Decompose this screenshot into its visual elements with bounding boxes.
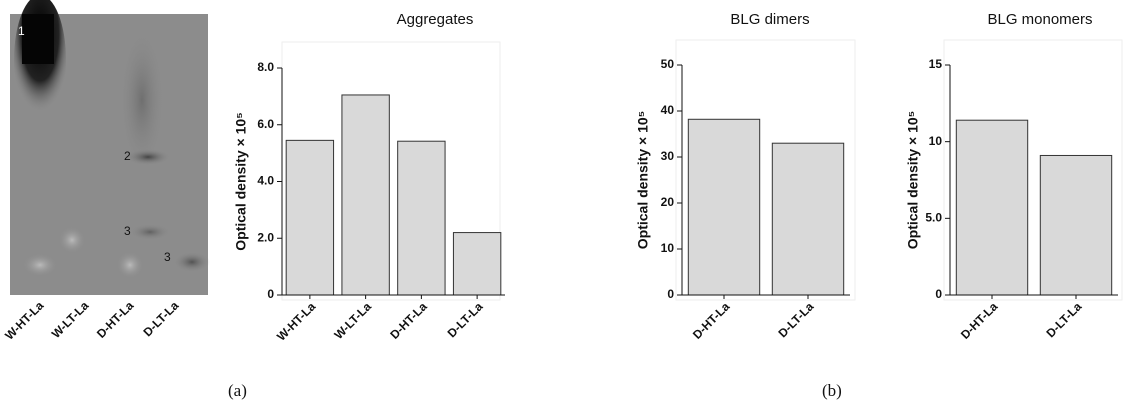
x-tick-label: D-HT-La (690, 299, 733, 342)
lane-label: W-HT-La (2, 298, 46, 342)
y-tick-label: 0 (267, 287, 274, 301)
band-label: 3 (164, 250, 171, 264)
band-label: 3 (124, 224, 131, 238)
bar (956, 120, 1027, 295)
y-tick-label: 50 (661, 57, 675, 71)
panel-label: (b) (822, 381, 842, 400)
x-tick-label: W-HT-La (274, 299, 318, 343)
y-tick-label: 15 (929, 57, 943, 71)
x-tick-label: D-HT-La (387, 299, 430, 342)
bar (1040, 155, 1111, 295)
x-tick-label: D-HT-La (958, 299, 1001, 342)
figure: 1 2 3 3 (a) (b) W-HT-LaW-LT-LaD-HT-LaD-L… (0, 0, 1140, 407)
band-label: 2 (124, 149, 131, 163)
lane-label: D-HT-La (94, 298, 137, 341)
lane-label: W-LT-La (49, 298, 92, 341)
band-label: 1 (18, 24, 25, 38)
y-axis-label: Optical density × 10⁵ (635, 111, 651, 249)
chart-title: BLG monomers (987, 11, 1092, 28)
y-axis-label: Optical density × 10⁵ (233, 112, 249, 250)
y-axis-label: Optical density × 10⁵ (905, 111, 921, 249)
bar (688, 119, 759, 295)
y-tick-label: 10 (661, 241, 675, 255)
y-tick-label: 4.0 (257, 174, 274, 188)
bar (342, 95, 389, 295)
x-tick-label: D-LT-La (776, 299, 817, 340)
y-tick-label: 40 (661, 103, 675, 117)
bar (398, 141, 445, 295)
bar (453, 233, 500, 295)
y-tick-label: 5.0 (925, 211, 942, 225)
y-tick-label: 20 (661, 195, 675, 209)
x-tick-label: W-LT-La (331, 299, 374, 342)
bar (286, 140, 333, 295)
y-tick-label: 0 (935, 287, 942, 301)
y-tick-label: 10 (929, 134, 943, 148)
gel-image (10, 0, 210, 295)
x-tick-label: D-LT-La (1044, 299, 1085, 340)
y-tick-label: 2.0 (257, 230, 274, 244)
chart-title: Aggregates (397, 11, 474, 28)
bar (772, 143, 843, 295)
lane-label: D-LT-La (141, 298, 182, 339)
y-tick-label: 6.0 (257, 117, 274, 131)
chart-title: BLG dimers (730, 11, 809, 28)
y-tick-label: 0 (667, 287, 674, 301)
y-tick-label: 8.0 (257, 60, 274, 74)
panel-label: (a) (228, 381, 247, 400)
y-tick-label: 30 (661, 149, 675, 163)
x-tick-label: D-LT-La (445, 299, 486, 340)
